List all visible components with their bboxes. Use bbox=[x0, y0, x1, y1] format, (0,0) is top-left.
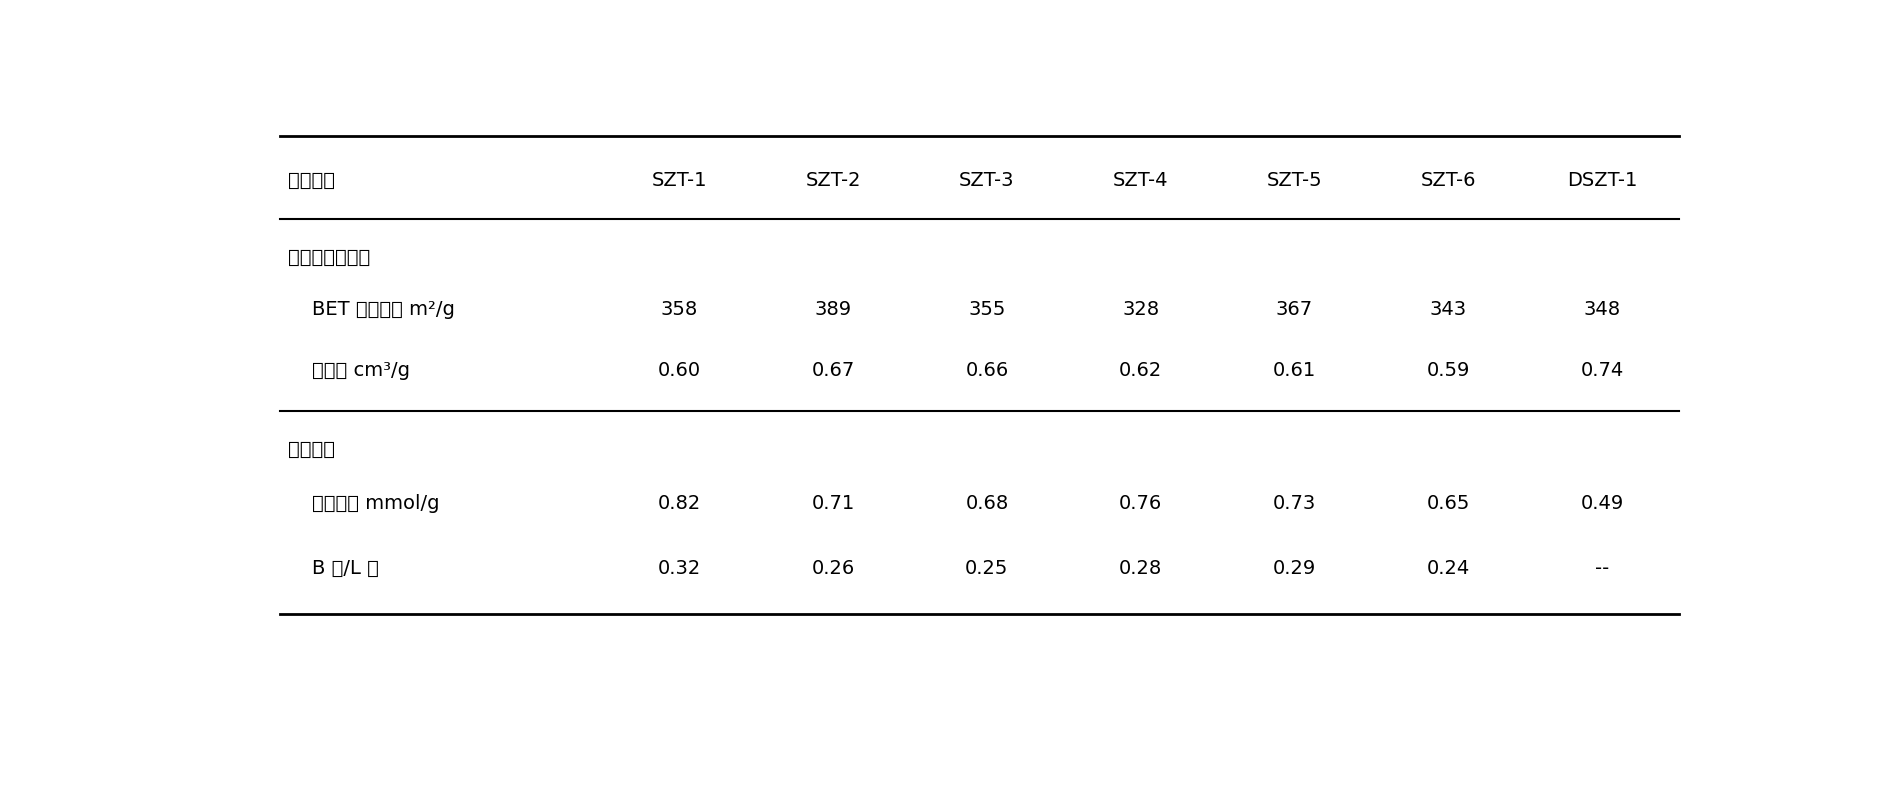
Text: 孔容， cm³/g: 孔容， cm³/g bbox=[312, 361, 410, 380]
Text: 389: 389 bbox=[814, 300, 852, 320]
Text: DSZT-1: DSZT-1 bbox=[1566, 171, 1636, 190]
Text: 0.73: 0.73 bbox=[1271, 494, 1315, 513]
Text: SZT-4: SZT-4 bbox=[1113, 171, 1167, 190]
Text: 0.49: 0.49 bbox=[1579, 494, 1623, 513]
Text: 0.74: 0.74 bbox=[1579, 361, 1623, 380]
Text: 328: 328 bbox=[1122, 300, 1158, 320]
Text: 孔结构参数分析: 孔结构参数分析 bbox=[287, 248, 370, 267]
Text: 0.71: 0.71 bbox=[810, 494, 854, 513]
Text: 0.76: 0.76 bbox=[1118, 494, 1162, 513]
Text: SZT-5: SZT-5 bbox=[1266, 171, 1322, 190]
Text: 载体编号: 载体编号 bbox=[287, 171, 334, 190]
Text: 0.62: 0.62 bbox=[1118, 361, 1162, 380]
Text: 0.60: 0.60 bbox=[657, 361, 701, 380]
Text: SZT-6: SZT-6 bbox=[1421, 171, 1475, 190]
Text: 总酸量， mmol/g: 总酸量， mmol/g bbox=[312, 494, 440, 513]
Text: 0.68: 0.68 bbox=[965, 494, 1009, 513]
Text: 0.66: 0.66 bbox=[965, 361, 1009, 380]
Text: SZT-2: SZT-2 bbox=[805, 171, 859, 190]
Text: 0.32: 0.32 bbox=[657, 559, 701, 578]
Text: 343: 343 bbox=[1428, 300, 1466, 320]
Text: 367: 367 bbox=[1275, 300, 1313, 320]
Text: 0.61: 0.61 bbox=[1271, 361, 1315, 380]
Text: 0.24: 0.24 bbox=[1426, 559, 1470, 578]
Text: 0.28: 0.28 bbox=[1118, 559, 1162, 578]
Text: 0.82: 0.82 bbox=[657, 494, 701, 513]
Text: 0.25: 0.25 bbox=[965, 559, 1009, 578]
Text: --: -- bbox=[1594, 559, 1608, 578]
Text: 348: 348 bbox=[1583, 300, 1621, 320]
Text: 0.65: 0.65 bbox=[1426, 494, 1470, 513]
Text: 0.67: 0.67 bbox=[810, 361, 854, 380]
Text: 0.29: 0.29 bbox=[1271, 559, 1315, 578]
Text: B 酸/L 酸: B 酸/L 酸 bbox=[312, 559, 380, 578]
Text: 酸性表征: 酸性表征 bbox=[287, 440, 334, 459]
Text: BET 表面积， m²/g: BET 表面积， m²/g bbox=[312, 300, 455, 320]
Text: 358: 358 bbox=[661, 300, 697, 320]
Text: SZT-3: SZT-3 bbox=[960, 171, 1014, 190]
Text: SZT-1: SZT-1 bbox=[652, 171, 706, 190]
Text: 0.26: 0.26 bbox=[810, 559, 854, 578]
Text: 355: 355 bbox=[967, 300, 1005, 320]
Text: 0.59: 0.59 bbox=[1426, 361, 1470, 380]
